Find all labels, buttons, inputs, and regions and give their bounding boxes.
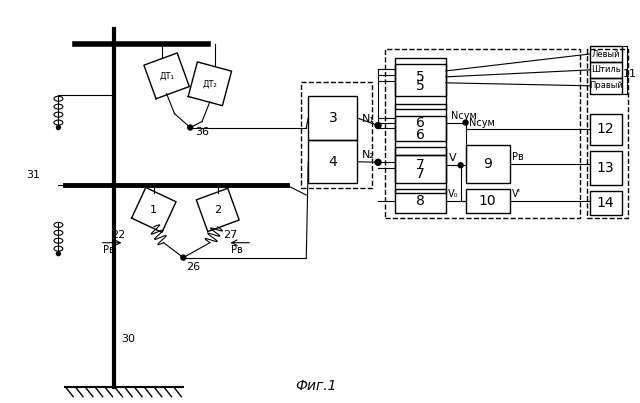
Text: Левый: Левый [591,50,620,58]
Text: 7: 7 [416,167,425,181]
Bar [308,140,357,183]
Circle shape [181,255,186,260]
Bar [465,145,510,183]
Bar [589,78,622,94]
Circle shape [375,123,381,129]
Bar [395,64,446,109]
Text: 5: 5 [416,70,425,84]
Bar [589,152,622,185]
Bar [465,189,510,213]
Bar [308,96,357,140]
Text: N₁: N₁ [362,114,375,124]
Circle shape [56,125,60,129]
Text: V: V [449,153,456,163]
Text: 12: 12 [597,123,614,137]
Bar [589,62,622,78]
Bar [385,49,580,218]
Text: V': V' [512,189,521,199]
Bar [395,189,446,213]
Text: 3: 3 [328,111,337,125]
Text: N₂: N₂ [362,150,375,160]
Circle shape [56,251,60,256]
Bar [395,58,446,96]
Text: 13: 13 [597,161,614,175]
Text: Nсум: Nсум [468,118,495,127]
Text: Рв: Рв [230,245,243,255]
Bar [301,82,372,188]
Text: 1: 1 [150,205,157,215]
Text: 6: 6 [416,129,425,142]
Text: Правый: Правый [589,81,623,90]
Bar [395,155,446,193]
Text: 14: 14 [597,196,614,210]
Text: Фиг.1: Фиг.1 [295,379,337,393]
Text: 11: 11 [623,69,637,79]
Text: ДТ₂: ДТ₂ [202,79,217,88]
Text: Nсум: Nсум [451,110,477,120]
Text: 36: 36 [195,127,209,137]
Circle shape [375,159,381,165]
Circle shape [188,125,193,130]
Text: Pв: Pв [512,152,524,162]
Text: 22: 22 [111,230,126,240]
Text: 30: 30 [122,334,136,344]
Bar [395,147,446,183]
Bar [395,104,446,141]
Circle shape [458,163,463,168]
Bar [395,116,446,155]
Bar [586,49,628,218]
Text: 10: 10 [479,194,497,208]
Bar [589,114,622,145]
Text: 31: 31 [26,170,40,180]
Text: 2: 2 [214,205,221,215]
Text: V₀: V₀ [448,189,458,199]
Circle shape [463,120,468,125]
Text: ДТ₁: ДТ₁ [159,71,174,80]
Text: 6: 6 [416,116,425,129]
Text: Рв: Рв [102,245,115,255]
Text: 9: 9 [483,157,492,171]
Text: 26: 26 [186,262,200,272]
Text: 27: 27 [223,230,237,240]
Bar [589,46,622,62]
Bar [589,191,622,215]
Text: 4: 4 [328,155,337,169]
Text: 7: 7 [416,158,425,172]
Text: Штиль: Штиль [591,65,621,75]
Text: 8: 8 [416,194,425,208]
Text: 5: 5 [416,79,425,93]
